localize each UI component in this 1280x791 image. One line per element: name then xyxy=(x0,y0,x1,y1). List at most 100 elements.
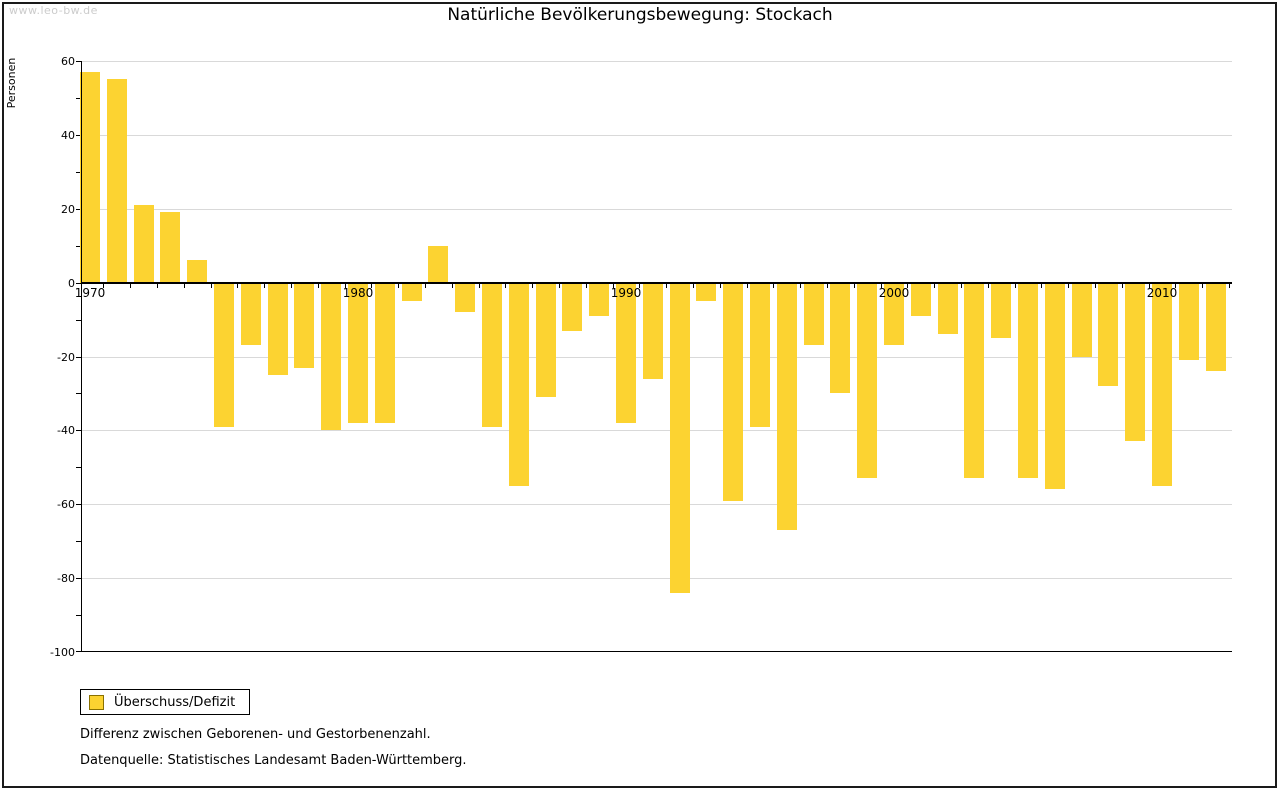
x-axis-tick xyxy=(103,283,105,288)
bar-1995 xyxy=(750,282,770,427)
legend-label: Überschuss/Defizit xyxy=(114,694,236,710)
y-axis-tick-label: 60 xyxy=(61,55,75,68)
bar-1989 xyxy=(589,282,610,316)
bar-1980 xyxy=(348,282,368,423)
x-axis-tick xyxy=(451,283,453,288)
bar-2005 xyxy=(1018,282,1038,479)
legend: Überschuss/Defizit xyxy=(80,689,251,715)
x-axis-tick xyxy=(1014,283,1016,288)
bar-1999 xyxy=(857,282,878,479)
x-axis-tick xyxy=(157,283,158,288)
bar-1993 xyxy=(696,282,717,302)
bar-2001 xyxy=(910,282,931,316)
x-axis-tick xyxy=(1041,283,1043,288)
y-axis-tick xyxy=(76,615,81,617)
x-axis-tick xyxy=(746,283,748,288)
gridline--60 xyxy=(81,504,1232,506)
x-axis-tick xyxy=(237,283,239,288)
bar-2009 xyxy=(1125,282,1146,442)
x-axis-tick xyxy=(478,283,480,288)
x-axis-tick xyxy=(1068,283,1070,288)
y-axis-tick-label: -20 xyxy=(57,350,75,364)
y-axis-tick xyxy=(76,651,81,652)
bar-1981 xyxy=(374,282,395,423)
x-axis-tick xyxy=(183,283,185,288)
bar-1988 xyxy=(562,282,583,331)
x-axis-tick xyxy=(532,283,534,288)
bar-1994 xyxy=(723,282,744,501)
bar-1978 xyxy=(294,282,315,368)
y-axis-tick xyxy=(76,467,81,469)
x-axis-tick xyxy=(1202,283,1204,288)
bar-1976 xyxy=(240,282,261,346)
y-axis-tick xyxy=(76,208,81,210)
bar-1986 xyxy=(508,282,529,486)
x-axis-tick xyxy=(505,283,507,288)
gridline-60 xyxy=(81,61,1232,62)
bar-1977 xyxy=(267,282,288,375)
x-axis-tick xyxy=(317,283,319,288)
y-axis-tick xyxy=(76,282,81,284)
bar-1972 xyxy=(133,205,154,283)
y-axis-tick xyxy=(76,393,81,395)
bar-2003 xyxy=(964,282,985,479)
x-axis-tick xyxy=(264,283,266,288)
bar-1973 xyxy=(160,212,181,283)
bar-1992 xyxy=(669,282,690,593)
y-axis-tick-label: 20 xyxy=(61,202,75,216)
bar-1975 xyxy=(214,282,234,427)
x-axis-tick xyxy=(853,283,855,288)
bar-2007 xyxy=(1071,282,1092,357)
y-axis-tick xyxy=(76,541,81,543)
x-axis-label-2000: 2000 xyxy=(878,285,910,300)
bar-2008 xyxy=(1098,282,1119,387)
x-axis-label-1990: 1990 xyxy=(610,285,642,300)
x-axis-tick xyxy=(934,283,936,288)
x-axis-tick xyxy=(425,283,426,288)
y-axis-tick-label: -100 xyxy=(50,646,75,659)
x-axis-label-1970: 1970 xyxy=(74,285,106,300)
x-axis-tick xyxy=(559,283,560,288)
page-title: Natürliche Bevölkerungsbewegung: Stockac… xyxy=(447,5,833,25)
bar-1984 xyxy=(455,282,476,313)
x-axis-tick xyxy=(130,283,132,288)
x-axis-tick xyxy=(827,283,828,288)
y-axis-tick-label: -80 xyxy=(57,572,75,586)
x-axis-tick xyxy=(1229,283,1230,288)
x-axis-tick xyxy=(585,283,587,288)
note-datasource: Datenquelle: Statistisches Landesamt Bad… xyxy=(80,753,467,768)
x-axis-tick xyxy=(291,283,292,288)
x-axis-tick xyxy=(666,283,668,288)
x-axis-tick xyxy=(398,283,400,288)
gridline--100 xyxy=(81,651,1232,652)
x-axis-tick xyxy=(987,283,989,288)
gridline--40 xyxy=(81,430,1232,432)
x-axis-tick xyxy=(907,283,909,288)
x-axis-tick xyxy=(1175,283,1177,288)
x-axis-tick xyxy=(639,283,641,288)
bar-1983 xyxy=(428,245,449,283)
y-axis-tick xyxy=(76,578,81,580)
x-axis-tick xyxy=(880,283,882,288)
x-axis-tick xyxy=(773,283,775,288)
y-axis-tick-label: -60 xyxy=(57,498,75,512)
y-axis-tick xyxy=(76,61,81,62)
bar-1982 xyxy=(401,282,422,302)
bar-1998 xyxy=(830,282,851,394)
y-axis-tick xyxy=(76,356,81,358)
bar-2004 xyxy=(991,282,1012,339)
bar-2006 xyxy=(1044,282,1065,490)
y-axis-tick-label: -40 xyxy=(57,424,75,438)
bar-1990 xyxy=(616,282,636,423)
x-axis-tick xyxy=(1121,283,1123,288)
y-axis-tick xyxy=(76,430,81,432)
y-axis-tick xyxy=(76,319,81,321)
x-axis-tick xyxy=(344,283,346,288)
bar-2011 xyxy=(1178,282,1199,361)
x-axis-tick xyxy=(719,283,721,288)
plot-area: 60 40 20 0 -20 -40 -60 -80 -100 1970 1980 1990 2000 2… xyxy=(50,55,1232,659)
x-axis-tick xyxy=(1148,283,1150,288)
bar-1974 xyxy=(187,260,208,283)
x-axis-tick xyxy=(961,283,962,288)
